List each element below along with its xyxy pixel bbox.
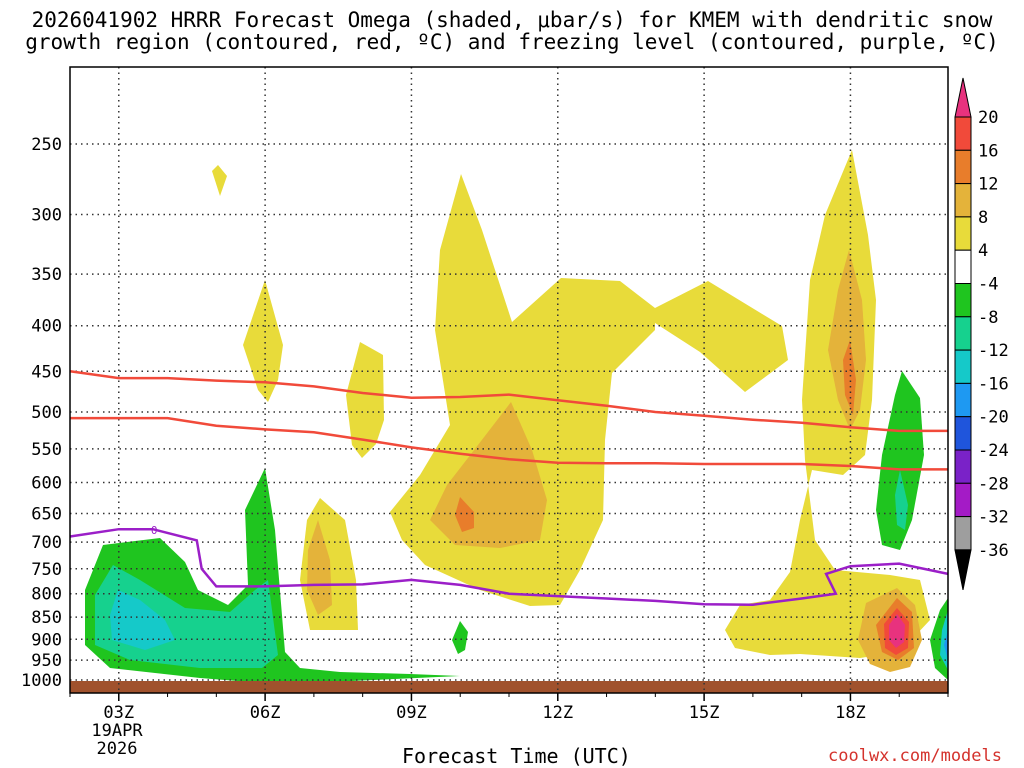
colorbar-swatch xyxy=(954,183,972,218)
y-tick-label: 250 xyxy=(31,135,62,155)
colorbar-swatch xyxy=(954,349,972,384)
omega-region-green xyxy=(452,621,468,654)
colorbar-label: 16 xyxy=(978,141,998,161)
omega-region-green xyxy=(876,371,924,550)
colorbar-label: -36 xyxy=(978,541,1009,561)
colorbar-swatch xyxy=(954,516,972,551)
y-tick-label: 600 xyxy=(31,473,62,493)
omega-region-cyan xyxy=(110,590,175,650)
omega-region-dark-orange xyxy=(843,340,856,415)
y-tick-label: 750 xyxy=(31,560,62,580)
omega-region-yellow xyxy=(390,174,788,606)
omega-region-dark-orange xyxy=(455,497,474,532)
date-label-day: 19APR xyxy=(91,721,143,741)
colorbar: 20 16 12 8 4 -4 -8 -12 -16 -20 -24 -28 -32 -36 xyxy=(954,77,1009,590)
colorbar-swatch xyxy=(954,216,972,251)
contour-line xyxy=(69,527,949,606)
colorbar-swatch xyxy=(954,316,972,351)
colorbar-swatch xyxy=(954,149,972,185)
x-tick-label: 12Z xyxy=(542,703,573,723)
omega-shading xyxy=(70,150,948,693)
colorbar-label: -8 xyxy=(978,308,998,328)
x-tick-label: 03Z xyxy=(103,703,134,723)
x-axis: 03Z 06Z 09Z 12Z 15Z 18Z xyxy=(69,693,949,723)
colorbar-swatch xyxy=(954,482,972,518)
y-tick-label: 700 xyxy=(31,533,62,553)
colorbar-label: -4 xyxy=(978,275,998,295)
colorbar-swatch xyxy=(954,283,972,318)
colorbar-label: 4 xyxy=(978,241,988,261)
colorbar-swatch xyxy=(954,416,972,451)
y-tick-label: 500 xyxy=(31,403,62,423)
y-tick-label: 950 xyxy=(31,651,62,671)
colorbar-swatch xyxy=(954,382,972,418)
credit-text: coolwx.com/models xyxy=(828,746,1002,766)
y-tick-label: 900 xyxy=(31,630,62,650)
y-axis: 2503003504004505005506006507007508008509… xyxy=(21,135,62,691)
y-tick-label: 650 xyxy=(31,504,62,524)
x-axis-label: Forecast Time (UTC) xyxy=(402,744,631,768)
chart-title-line-2: growth region (contoured, red, ºC) and f… xyxy=(25,30,999,54)
omega-region-orange xyxy=(307,520,332,615)
colorbar-top-arrow xyxy=(954,77,972,118)
colorbar-label: -28 xyxy=(978,474,1009,494)
y-tick-label: 350 xyxy=(31,265,62,285)
colorbar-swatch xyxy=(954,449,972,484)
y-tick-label: 850 xyxy=(31,608,62,628)
omega-region-yellow xyxy=(725,150,930,658)
contour-line xyxy=(70,416,948,471)
x-tick-label: 15Z xyxy=(689,703,720,723)
y-tick-label: 1000 xyxy=(21,671,62,691)
y-tick-label: 300 xyxy=(31,205,62,225)
x-tick-label: 06Z xyxy=(250,703,281,723)
omega-region-yellow xyxy=(346,342,384,458)
chart-title-line-1: 2026041902 HRRR Forecast Omega (shaded, … xyxy=(31,8,993,32)
colorbar-label: 20 xyxy=(978,108,998,128)
gridlines xyxy=(70,67,948,693)
terrain-ground xyxy=(70,681,948,693)
colorbar-label: -24 xyxy=(978,441,1009,461)
x-tick-label: 18Z xyxy=(835,703,866,723)
contour-label: 0 xyxy=(151,524,158,537)
colorbar-swatch xyxy=(954,116,972,151)
colorbar-label: -12 xyxy=(978,341,1009,361)
contour-line xyxy=(69,370,948,433)
colorbar-swatch xyxy=(954,249,972,284)
colorbar-label: -32 xyxy=(978,508,1009,528)
y-tick-label: 550 xyxy=(31,440,62,460)
omega-region-orange xyxy=(828,250,866,430)
y-tick-label: 800 xyxy=(31,585,62,605)
x-tick-label: 09Z xyxy=(396,703,427,723)
omega-region-yellow xyxy=(212,165,227,196)
colorbar-label: -20 xyxy=(978,408,1009,428)
y-tick-label: 400 xyxy=(31,317,62,337)
colorbar-label: 8 xyxy=(978,208,988,228)
date-label-year: 2026 xyxy=(97,739,138,759)
omega-region-teal xyxy=(895,470,908,530)
omega-region-cyan xyxy=(940,610,948,670)
colorbar-label: -16 xyxy=(978,374,1009,394)
colorbar-bottom-arrow xyxy=(954,549,972,590)
contour-lines: 0 xyxy=(69,370,949,606)
y-tick-label: 450 xyxy=(31,362,62,382)
colorbar-label: 12 xyxy=(978,175,998,195)
omega-region-blue xyxy=(944,630,948,660)
